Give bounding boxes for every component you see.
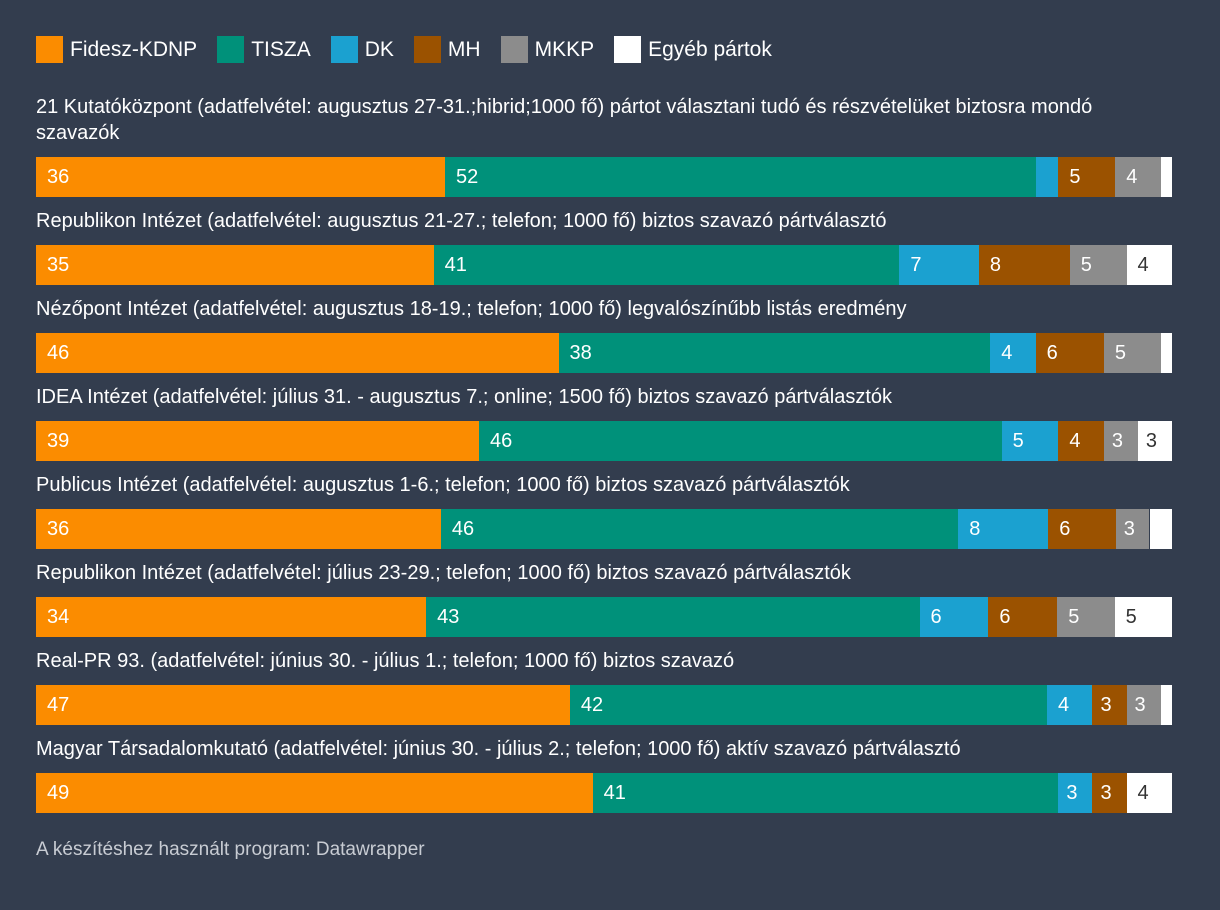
legend-item: Fidesz-KDNP <box>36 36 197 63</box>
bar-segment: 4 <box>1115 157 1161 197</box>
bar-segment: 4 <box>1058 421 1104 461</box>
bar-segment: 8 <box>958 509 1049 549</box>
bar-segment: 41 <box>433 245 900 285</box>
legend-item: Egyéb pártok <box>614 36 772 63</box>
bar-segment: 3 <box>1058 773 1093 813</box>
legend-item: DK <box>330 36 394 63</box>
row-title: Magyar Társadalomkutató (adatfelvétel: j… <box>36 738 961 760</box>
legend-swatch <box>36 36 63 63</box>
bar-segment: 42 <box>569 685 1048 725</box>
bar-segment: 3 <box>1092 685 1127 725</box>
bar-segment: 8 <box>978 245 1070 285</box>
bar-segment: 4 <box>1126 245 1172 285</box>
footer-credit: A készítéshez használt program: Datawrap… <box>36 839 425 860</box>
bar-segment: 52 <box>444 157 1036 197</box>
bar-segment <box>1160 685 1172 725</box>
bar-segment: 5 <box>1114 597 1172 637</box>
bar-segment: 4 <box>990 333 1036 373</box>
stacked-bar: 46 38 4 6 5 <box>36 333 1172 373</box>
bar-segment: 46 <box>479 421 1002 461</box>
bar-segment: 6 <box>988 597 1058 637</box>
stacked-bar: 39 46 5 4 3 3 <box>36 421 1172 461</box>
stacked-bar: 36 46 8 6 3 <box>36 509 1172 549</box>
bar-segment: 35 <box>36 245 434 285</box>
stacked-bar: 47 42 4 3 3 <box>36 685 1172 725</box>
stacked-bar: 36 52 5 4 <box>36 157 1172 197</box>
bar-segment: 3 <box>1115 509 1150 549</box>
bar-segment: 3 <box>1126 685 1161 725</box>
chart-rows: 21 Kutatóközpont (adatfelvétel: augusztu… <box>36 94 1172 824</box>
legend-label: MH <box>447 37 481 61</box>
stacked-bar: 34 43 6 6 5 5 <box>36 597 1172 637</box>
row-title: Republikon Intézet (adatfelvétel: július… <box>36 562 851 584</box>
legend-swatch <box>614 36 642 63</box>
legend-label: Fidesz-KDNP <box>70 37 198 61</box>
row-title: Publicus Intézet (adatfelvétel: augusztu… <box>36 474 850 496</box>
bar-segment: 46 <box>36 333 559 373</box>
bar-segment: 34 <box>36 597 427 637</box>
bar-segment: 41 <box>592 773 1059 813</box>
bar-segment: 7 <box>899 245 979 285</box>
bar-segment: 3 <box>1137 421 1172 461</box>
legend-swatch <box>217 36 245 63</box>
legend-swatch <box>413 36 441 63</box>
bar-segment: 36 <box>36 509 441 549</box>
row-title: Republikon Intézet (adatfelvétel: augusz… <box>36 210 887 232</box>
bar-segment: 47 <box>36 685 570 725</box>
bar-segment: 3 <box>1092 773 1127 813</box>
bar-segment: 36 <box>36 157 445 197</box>
bar-segment: 5 <box>1103 333 1161 373</box>
stacked-bar: 49 41 3 3 4 <box>36 773 1172 813</box>
bar-segment: 5 <box>1001 421 1059 461</box>
stacked-bar: 35 41 7 8 5 4 <box>36 245 1172 285</box>
row-title: IDEA Intézet (adatfelvétel: július 31. -… <box>36 386 893 408</box>
bar-segment: 49 <box>36 773 593 813</box>
row-title: 21 Kutatóközpont (adatfelvétel: augusztu… <box>36 96 1093 144</box>
bar-segment <box>1035 157 1059 197</box>
bar-segment: 6 <box>1035 333 1104 373</box>
bar-segment: 6 <box>1048 509 1116 549</box>
legend-item: MH <box>413 36 481 63</box>
bar-segment <box>1149 509 1172 549</box>
legend-item: MKKP <box>500 36 595 63</box>
legend: Fidesz-KDNP TISZA DK MH MKKP Egyéb pártok <box>36 36 792 63</box>
bar-segment: 4 <box>1126 773 1172 813</box>
legend-label: Egyéb pártok <box>648 37 772 61</box>
bar-segment: 38 <box>558 333 991 373</box>
bar-segment <box>1160 157 1172 197</box>
bar-segment: 4 <box>1047 685 1093 725</box>
bar-segment: 3 <box>1103 421 1138 461</box>
bar-segment: 6 <box>919 597 989 637</box>
bar-segment: 5 <box>1069 245 1127 285</box>
legend-item: TISZA <box>217 36 311 63</box>
legend-label: DK <box>364 37 394 61</box>
legend-swatch <box>330 36 358 63</box>
bar-segment: 5 <box>1057 597 1115 637</box>
legend-label: MKKP <box>534 37 595 61</box>
row-title: Real-PR 93. (adatfelvétel: június 30. - … <box>36 650 735 672</box>
bar-segment: 43 <box>426 597 920 637</box>
legend-label: TISZA <box>251 37 311 61</box>
legend-swatch <box>500 36 528 63</box>
bar-segment <box>1160 333 1172 373</box>
row-title: Nézőpont Intézet (adatfelvétel: augusztu… <box>36 298 907 320</box>
bar-segment: 39 <box>36 421 480 461</box>
bar-segment: 5 <box>1058 157 1116 197</box>
bar-segment: 46 <box>440 509 959 549</box>
